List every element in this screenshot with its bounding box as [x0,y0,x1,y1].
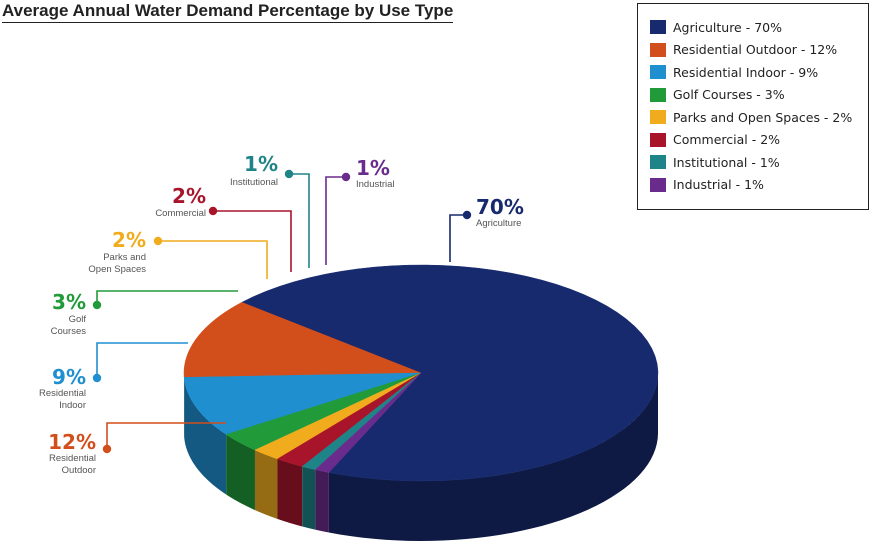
percent-label-golf-courses: 3% [52,290,86,314]
legend-swatch [650,177,666,192]
category-label-commercial: Commercial [155,208,206,219]
legend-item-parks-and-open-spaces: Parks and Open Spaces - 2% [650,108,852,126]
legend-label: Agriculture - 70% [673,19,782,35]
pie-slice-golf-courses [225,372,422,451]
category-label-agriculture: Agriculture [476,218,521,229]
percent-label-industrial: 1% [356,156,390,180]
legend-swatch [650,20,666,34]
chart-legend: Agriculture - 70% Residential Outdoor - 1… [637,3,869,210]
legend-label: Golf Courses - 3% [673,87,785,102]
callout-dot-institutional [284,169,294,179]
callout-line-residential-outdoor [106,422,226,449]
pie-side-agriculture [328,373,658,541]
pie-slice-residential-outdoor [183,302,422,378]
callout-dot-golf-courses [92,300,102,310]
callout-dot-commercial [208,206,218,216]
pie-slice-residential-indoor [183,372,422,435]
legend-swatch [650,110,666,124]
legend-item-agriculture: Agriculture - 70% [650,18,782,36]
callout-line-industrial [325,176,346,265]
pie-side-golf-courses [226,434,255,511]
category-label-golf-courses: Golf Courses [51,314,87,337]
pie-slice-commercial [276,372,422,467]
pie-slice-agriculture [241,264,659,482]
percent-label-residential-outdoor: 12% [48,430,96,454]
callout-line-commercial [213,210,292,272]
legend-label: Residential Outdoor - 12% [673,42,838,57]
callout-parks-and-open-spaces: 2%Parks and Open Spaces [88,228,268,279]
pie-side-institutional [302,466,316,530]
callout-agriculture: 70%Agriculture [449,195,524,262]
callout-line-agriculture [449,214,467,262]
callout-line-institutional [289,173,310,268]
callout-dot-residential-indoor [92,373,102,383]
callout-line-residential-indoor [96,342,188,378]
legend-label: Institutional - 1% [673,154,780,170]
legend-label: Residential Indoor - 9% [673,64,819,80]
legend-item-institutional: Institutional - 1% [650,153,780,171]
legend-item-golf-courses: Golf Courses - 3% [650,86,785,104]
callout-dot-residential-outdoor [102,444,112,454]
percent-label-parks-and-open-spaces: 2% [112,228,146,252]
category-label-industrial: Industrial [356,179,395,190]
category-label-institutional: Institutional [230,177,278,188]
pie-slice-parks-and-open-spaces [254,372,422,460]
percent-label-commercial: 2% [172,184,206,208]
callout-dot-parks-and-open-spaces [153,236,163,246]
percent-label-residential-indoor: 9% [52,365,86,389]
callout-commercial: 2%Commercial [155,184,292,272]
legend-label: Commercial - 2% [673,132,781,147]
chart-title: Average Annual Water Demand Percentage b… [2,1,454,23]
legend-item-industrial: Industrial - 1% [650,176,764,194]
legend-swatch [650,155,666,169]
legend-swatch [650,42,666,57]
legend-swatch [650,65,666,79]
pie-slice-industrial [314,372,422,473]
legend-label: Industrial - 1% [673,177,764,192]
legend-item-commercial: Commercial - 2% [650,131,780,149]
pie-slice-institutional [301,372,422,470]
callout-golf-courses: 3%Golf Courses [51,290,238,337]
legend-item-residential-indoor: Residential Indoor - 9% [650,63,818,81]
percent-label-institutional: 1% [244,152,278,176]
legend-swatch [650,87,666,102]
legend-swatch [650,132,666,147]
callout-industrial: 1%Industrial [325,156,395,265]
callout-line-parks-and-open-spaces [158,240,268,279]
legend-item-residential-outdoor: Residential Outdoor - 12% [650,41,837,59]
category-label-parks-and-open-spaces: Parks and Open Spaces [88,252,146,275]
category-label-residential-outdoor: Residential Outdoor [49,453,96,476]
percent-label-agriculture: 70% [476,195,524,219]
legend-label: Parks and Open Spaces - 2% [673,109,853,125]
category-label-residential-indoor: Residential Indoor [39,388,86,411]
pie-side-commercial [277,458,303,527]
callout-institutional: 1%Institutional [230,152,310,268]
pie-side-residential-indoor [184,377,227,495]
pie-side-parks-and-open-spaces [254,450,278,519]
callout-dot-agriculture [462,210,472,220]
callout-residential-indoor: 9%Residential Indoor [39,342,188,411]
pie-side-industrial [315,469,329,533]
callout-residential-outdoor: 12%Residential Outdoor [48,422,226,476]
callout-dot-industrial [341,172,351,182]
callout-line-golf-courses [96,290,238,305]
